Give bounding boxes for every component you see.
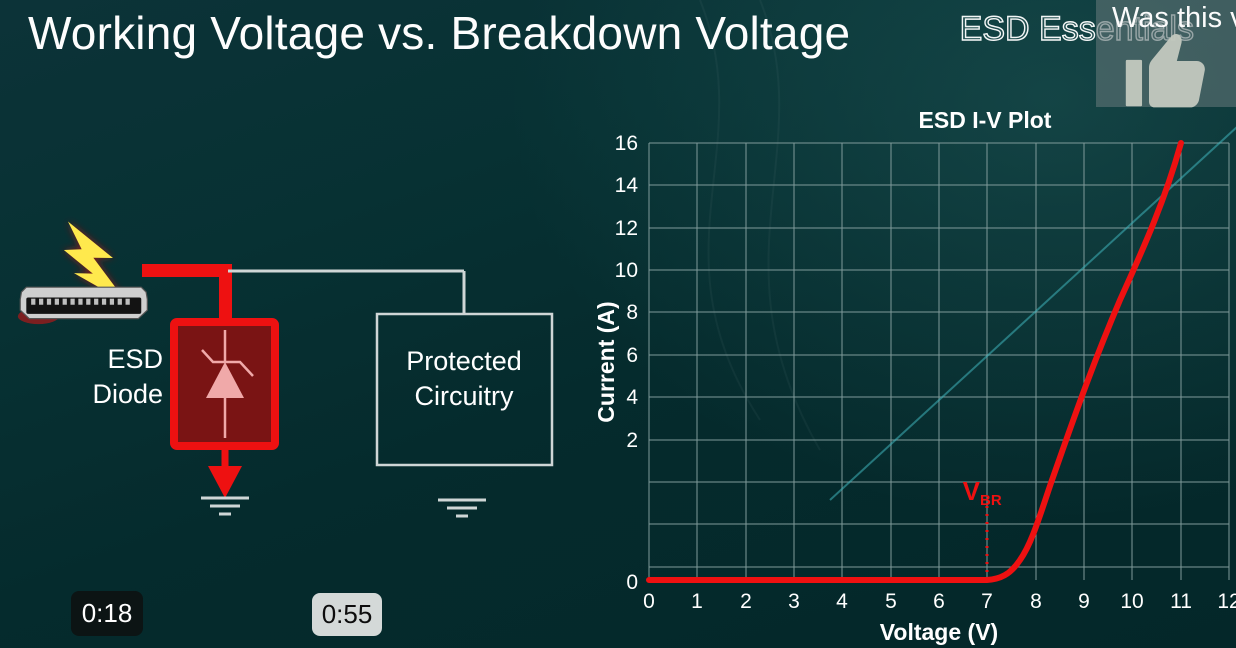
svg-text:12: 12 [1217,590,1236,613]
svg-text:Diode: Diode [92,379,163,409]
svg-text:Circuitry: Circuitry [415,381,514,411]
svg-text:Current (A): Current (A) [593,301,619,422]
svg-text:4: 4 [836,590,848,613]
svg-text:6: 6 [626,344,638,367]
svg-text:Protected: Protected [406,346,522,376]
svg-text:8: 8 [626,301,638,324]
svg-text:BR: BR [980,492,1002,509]
svg-text:1: 1 [691,590,703,613]
svg-text:0: 0 [626,571,638,594]
svg-text:Voltage (V): Voltage (V) [880,619,998,645]
svg-text:12: 12 [615,217,638,240]
svg-text:14: 14 [615,174,639,197]
svg-text:10: 10 [1120,590,1143,613]
svg-text:4: 4 [626,386,638,409]
svg-text:3: 3 [788,590,800,613]
svg-text:6: 6 [933,590,945,613]
svg-text:2: 2 [740,590,752,613]
svg-text:16: 16 [615,132,638,155]
svg-text:11: 11 [1170,590,1192,613]
svg-text:8: 8 [1030,590,1042,613]
svg-text:9: 9 [1078,590,1090,613]
svg-text:2: 2 [626,429,638,452]
svg-text:5: 5 [885,590,897,613]
svg-text:V: V [963,476,981,506]
svg-text:10: 10 [615,259,638,282]
svg-text:ESD: ESD [107,344,163,374]
svg-text:0: 0 [643,590,655,613]
svg-text:ESD I-V Plot: ESD I-V Plot [919,107,1052,133]
svg-text:7: 7 [981,590,993,613]
